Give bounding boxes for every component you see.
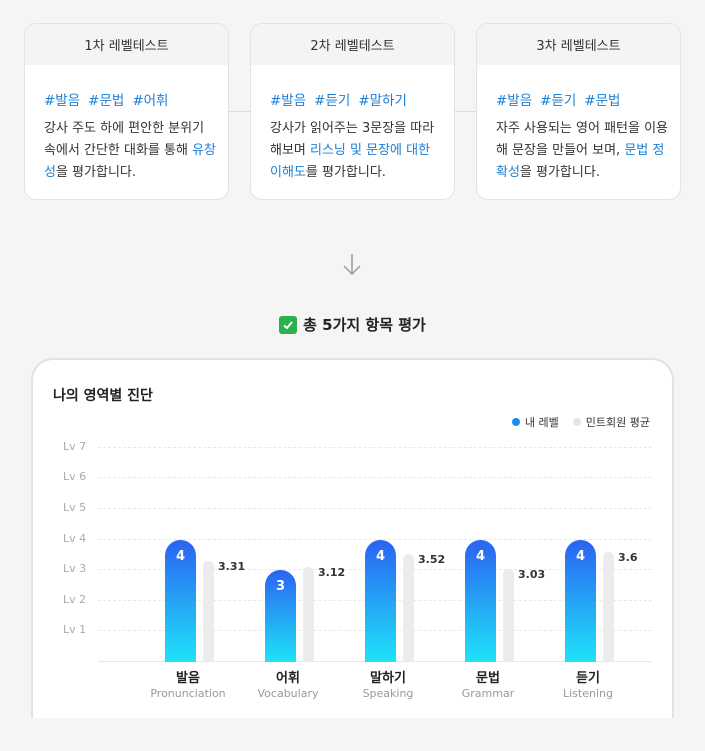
card-tags: #발음 #듣기 #문법 (477, 65, 680, 109)
category-label: 문법 (476, 671, 500, 686)
bar-my-level: 3 (265, 570, 296, 662)
bar-my-level: 4 (165, 539, 196, 662)
y-tick-label: Lv 5 (63, 501, 87, 514)
bar-my-level: 4 (365, 539, 396, 662)
chart-legend: 내 레벨 민트회원 평균 (511, 414, 650, 430)
card-title: 3차 레벨테스트 (477, 24, 680, 65)
legend-mine: 내 레벨 (511, 414, 559, 430)
tag: #문법 (88, 93, 125, 109)
category-english-label: Grammar (461, 687, 515, 700)
level-test-card-2: 2차 레벨테스트 #발음 #듣기 #말하기 강사가 읽어주는 3문장을 따라 해보며… (250, 23, 455, 200)
bar-my-level: 4 (465, 539, 496, 662)
tag: #듣기 (540, 93, 577, 109)
summary-heading: 총 5가지 항목 평가 (0, 314, 705, 335)
bar-average (203, 560, 214, 662)
average-value-label: 3.31 (218, 559, 246, 573)
tag: #말하기 (358, 93, 407, 109)
summary-text: 총 5가지 항목 평가 (303, 316, 426, 334)
average-value-label: 3.12 (318, 565, 346, 579)
diagnosis-panel: 나의 영역별 진단 내 레벨 민트회원 평균 Lv 1 Lv 2 Lv 3 Lv 4 L… (31, 358, 674, 718)
category-label: 말하기 (370, 671, 406, 686)
desc-highlight: 리스닝 및 문장에 대한 이해도 (270, 143, 431, 180)
bar-value-label: 4 (475, 548, 486, 564)
bar-value-label: 4 (575, 548, 586, 564)
desc-highlight: 유창성 (44, 143, 217, 180)
legend-dot-avg (572, 418, 581, 426)
desc-text: 을 평가합니다. (519, 165, 600, 180)
category-label: 듣기 (576, 671, 600, 686)
average-value-label: 3.52 (418, 553, 446, 567)
tag: #문법 (584, 93, 621, 109)
bar-average (303, 566, 314, 662)
y-tick-label: Lv 7 (63, 439, 87, 453)
tag: #어휘 (132, 93, 169, 109)
card-description: 자주 사용되는 영어 패턴을 이용해 문장을 만들어 보며, 문법 정확성을 평… (477, 109, 680, 184)
tag: #발음 (496, 93, 533, 109)
desc-text: 자주 사용되는 영어 패턴을 이용해 문장을 만들어 보며, (496, 121, 669, 158)
bar-value-label: 4 (375, 548, 386, 564)
desc-text: 강사가 읽어주는 3문장을 따라 해보며 (270, 121, 435, 158)
check-icon (279, 315, 298, 334)
category-label: 발음 (176, 671, 200, 686)
y-tick-label: Lv 6 (63, 470, 87, 484)
level-test-card-3: 3차 레벨테스트 #발음 #듣기 #문법 자주 사용되는 영어 패턴을 이용해 문장… (476, 23, 681, 200)
bar-average (603, 551, 614, 662)
bar-value-label: 3 (275, 579, 286, 595)
desc-highlight: 문법 정확성 (496, 143, 665, 180)
bar-value-label: 4 (175, 548, 186, 564)
category-english-label: Pronunciation (150, 687, 226, 700)
y-tick-label: Lv 3 (63, 562, 87, 576)
y-tick-label: Lv 2 (63, 592, 87, 606)
desc-text: 를 평가합니다. (305, 165, 386, 180)
category-english-label: Vocabulary (257, 687, 319, 700)
level-test-card-1: 1차 레벨테스트 #발음 #문법 #어휘 강사 주도 하에 편안한 분위기 속에서 … (24, 23, 229, 200)
card-connector (229, 111, 250, 112)
category-label: 어휘 (276, 671, 300, 686)
legend-dot-mine (511, 418, 520, 426)
legend-avg: 민트회원 평균 (572, 414, 650, 430)
card-title: 1차 레벨테스트 (25, 24, 228, 65)
desc-text: 강사 주도 하에 편안한 분위기 속에서 간단한 대화를 통해 (44, 121, 205, 158)
bar-average (403, 554, 414, 662)
card-connector (455, 111, 476, 112)
bar-average (503, 569, 514, 662)
legend-mine-label: 내 레벨 (524, 416, 559, 429)
card-title: 2차 레벨테스트 (251, 24, 454, 65)
y-tick-label: Lv 1 (63, 623, 87, 637)
gridline (98, 477, 652, 479)
gridline (98, 508, 652, 509)
card-description: 강사 주도 하에 편안한 분위기 속에서 간단한 대화를 통해 유창성을 평가합… (25, 109, 228, 184)
legend-avg-label: 민트회원 평균 (585, 416, 650, 429)
y-tick-label: Lv 4 (63, 531, 87, 545)
tag: #발음 (44, 93, 81, 109)
gridline (98, 446, 652, 448)
tag: #듣기 (314, 93, 351, 109)
category-english-label: Listening (563, 687, 613, 700)
card-description: 강사가 읽어주는 3문장을 따라 해보며 리스닝 및 문장에 대한 이해도를 평… (251, 109, 454, 184)
tag: #발음 (270, 93, 307, 109)
average-value-label: 3.6 (618, 550, 638, 564)
desc-text: 을 평가합니다. (55, 165, 136, 180)
category-english-label: Speaking (362, 687, 414, 700)
panel-title: 나의 영역별 진단 (53, 388, 153, 404)
card-tags: #발음 #듣기 #말하기 (251, 65, 454, 109)
arrow-down-icon (343, 254, 361, 276)
card-tags: #발음 #문법 #어휘 (25, 65, 228, 109)
gridline (98, 538, 652, 540)
average-value-label: 3.03 (518, 568, 546, 582)
bar-my-level: 4 (565, 539, 596, 662)
